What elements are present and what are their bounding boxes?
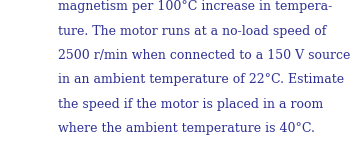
Text: ture. The motor runs at a no-load speed of: ture. The motor runs at a no-load speed …	[58, 25, 327, 38]
Text: in an ambient temperature of 22°C. Estimate: in an ambient temperature of 22°C. Estim…	[58, 73, 345, 86]
Text: 2500 r/min when connected to a 150 V source: 2500 r/min when connected to a 150 V sou…	[58, 49, 351, 62]
Text: where the ambient temperature is 40°C.: where the ambient temperature is 40°C.	[58, 122, 315, 135]
Text: magnetism per 100°C increase in tempera-: magnetism per 100°C increase in tempera-	[58, 0, 333, 14]
Text: the speed if the motor is placed in a room: the speed if the motor is placed in a ro…	[58, 98, 324, 111]
